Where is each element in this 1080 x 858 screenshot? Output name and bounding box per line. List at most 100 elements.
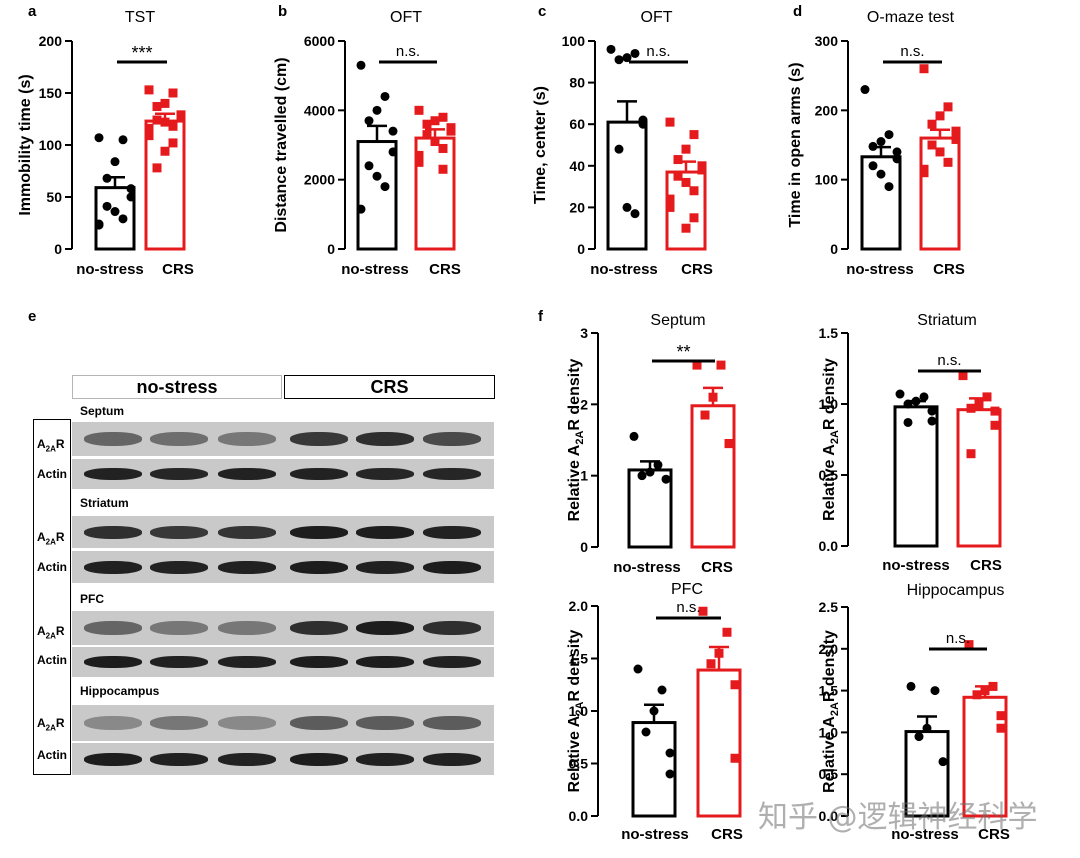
data-point [414,105,424,115]
y-tick-label: 3 [580,325,588,341]
data-point [698,606,708,616]
data-point [724,439,734,449]
blot-band [290,561,348,574]
blot-band [218,468,276,480]
data-point [356,60,366,70]
chart-a: TST 0 50 100 150 200 Immobility time (s) no-str… [17,9,194,278]
data-point [927,406,937,416]
blot-band [218,526,276,539]
blot-band [290,468,348,480]
bar-CRS [690,404,736,549]
data-point [638,119,648,129]
data-point [876,137,886,147]
data-point [716,360,726,370]
category-label: CRS [970,557,1002,574]
y-axis-label: Relative A2AR density [821,358,841,521]
row-label-a2ar-pfc: A2AR [37,624,65,641]
data-point [438,112,448,122]
data-point [168,121,178,131]
blot-band [290,526,348,539]
row-label-a2ar-septum: A2AR [37,437,65,454]
y-tick-label: 0.5 [819,467,839,483]
y-tick-label: 1.5 [819,325,839,341]
chart-f-septum: Septum 0 1 2 3 Relative A2AR density no-stress… [566,312,736,576]
data-point [629,431,639,441]
y-tick-label: 100 [562,33,586,49]
y-axis-label-part: R density [821,630,838,702]
category-label: CRS [681,261,713,278]
data-point [903,399,913,409]
data-point [935,147,945,157]
category-label: no-stress [76,261,144,278]
data-point [364,161,374,171]
data-point [645,467,655,477]
blot-strip-actin [72,743,494,775]
y-axis-label: Relative A2AR density [566,358,586,521]
y-axis-label-part: Relative A [566,715,583,792]
bar-no-stress [606,120,648,251]
blot-band [356,561,414,574]
blot-band [218,561,276,574]
blot-band [84,621,142,635]
data-point [958,371,968,381]
blot-band [218,716,276,730]
y-tick-label: 0 [577,241,585,257]
significance-label: n.s. [676,599,700,616]
category-label: no-stress [613,559,681,576]
data-point [692,360,702,370]
data-point [622,53,632,63]
data-point [895,389,905,399]
y-axis-label: Time in open arms (s) [787,62,804,227]
data-point [653,460,663,470]
blot-band [423,716,481,730]
data-point [414,150,424,160]
data-point [630,209,640,219]
region-label-hippocampus: Hippocampus [80,684,160,698]
row-label-actin-pfc: Actin [37,653,67,667]
data-point [657,685,667,695]
chart-title: OFT [641,9,673,26]
data-point [630,48,640,58]
data-point [422,130,432,140]
category-label: no-stress [891,826,959,843]
data-point [176,112,186,122]
blot-band [356,716,414,730]
data-point [935,111,945,121]
data-point [980,686,990,696]
region-label-septum: Septum [80,404,125,418]
data-point [922,723,932,733]
category-label: no-stress [882,557,950,574]
significance-label: n.s. [646,43,670,60]
data-point [388,147,398,157]
data-point [708,392,718,402]
blot-band [150,432,208,446]
bar-no-stress [631,721,677,818]
data-point [892,147,902,157]
data-point [665,117,675,127]
significance-label: ** [676,342,690,362]
y-tick-label: 20 [569,199,585,215]
y-tick-label: 50 [46,189,62,205]
data-point [892,154,902,164]
blot-band [218,656,276,668]
data-point [722,627,732,637]
blot-strip-actin [72,647,494,677]
y-tick-label: 1.5 [819,683,839,699]
data-point [681,144,691,154]
y-tick-label: 80 [569,75,585,91]
data-point [102,201,112,211]
data-point [388,126,398,136]
data-point [649,706,659,716]
blot-band [290,432,348,446]
row-label-box [33,419,71,775]
blot-band [150,716,208,730]
y-tick-label: 1 [580,468,588,484]
data-point [966,403,976,413]
data-point [689,130,699,140]
data-point [168,88,178,98]
y-tick-label: 2.0 [569,598,589,614]
y-tick-label: 0 [54,241,62,257]
data-point [706,659,716,669]
data-point [972,690,982,700]
data-point [110,207,120,217]
